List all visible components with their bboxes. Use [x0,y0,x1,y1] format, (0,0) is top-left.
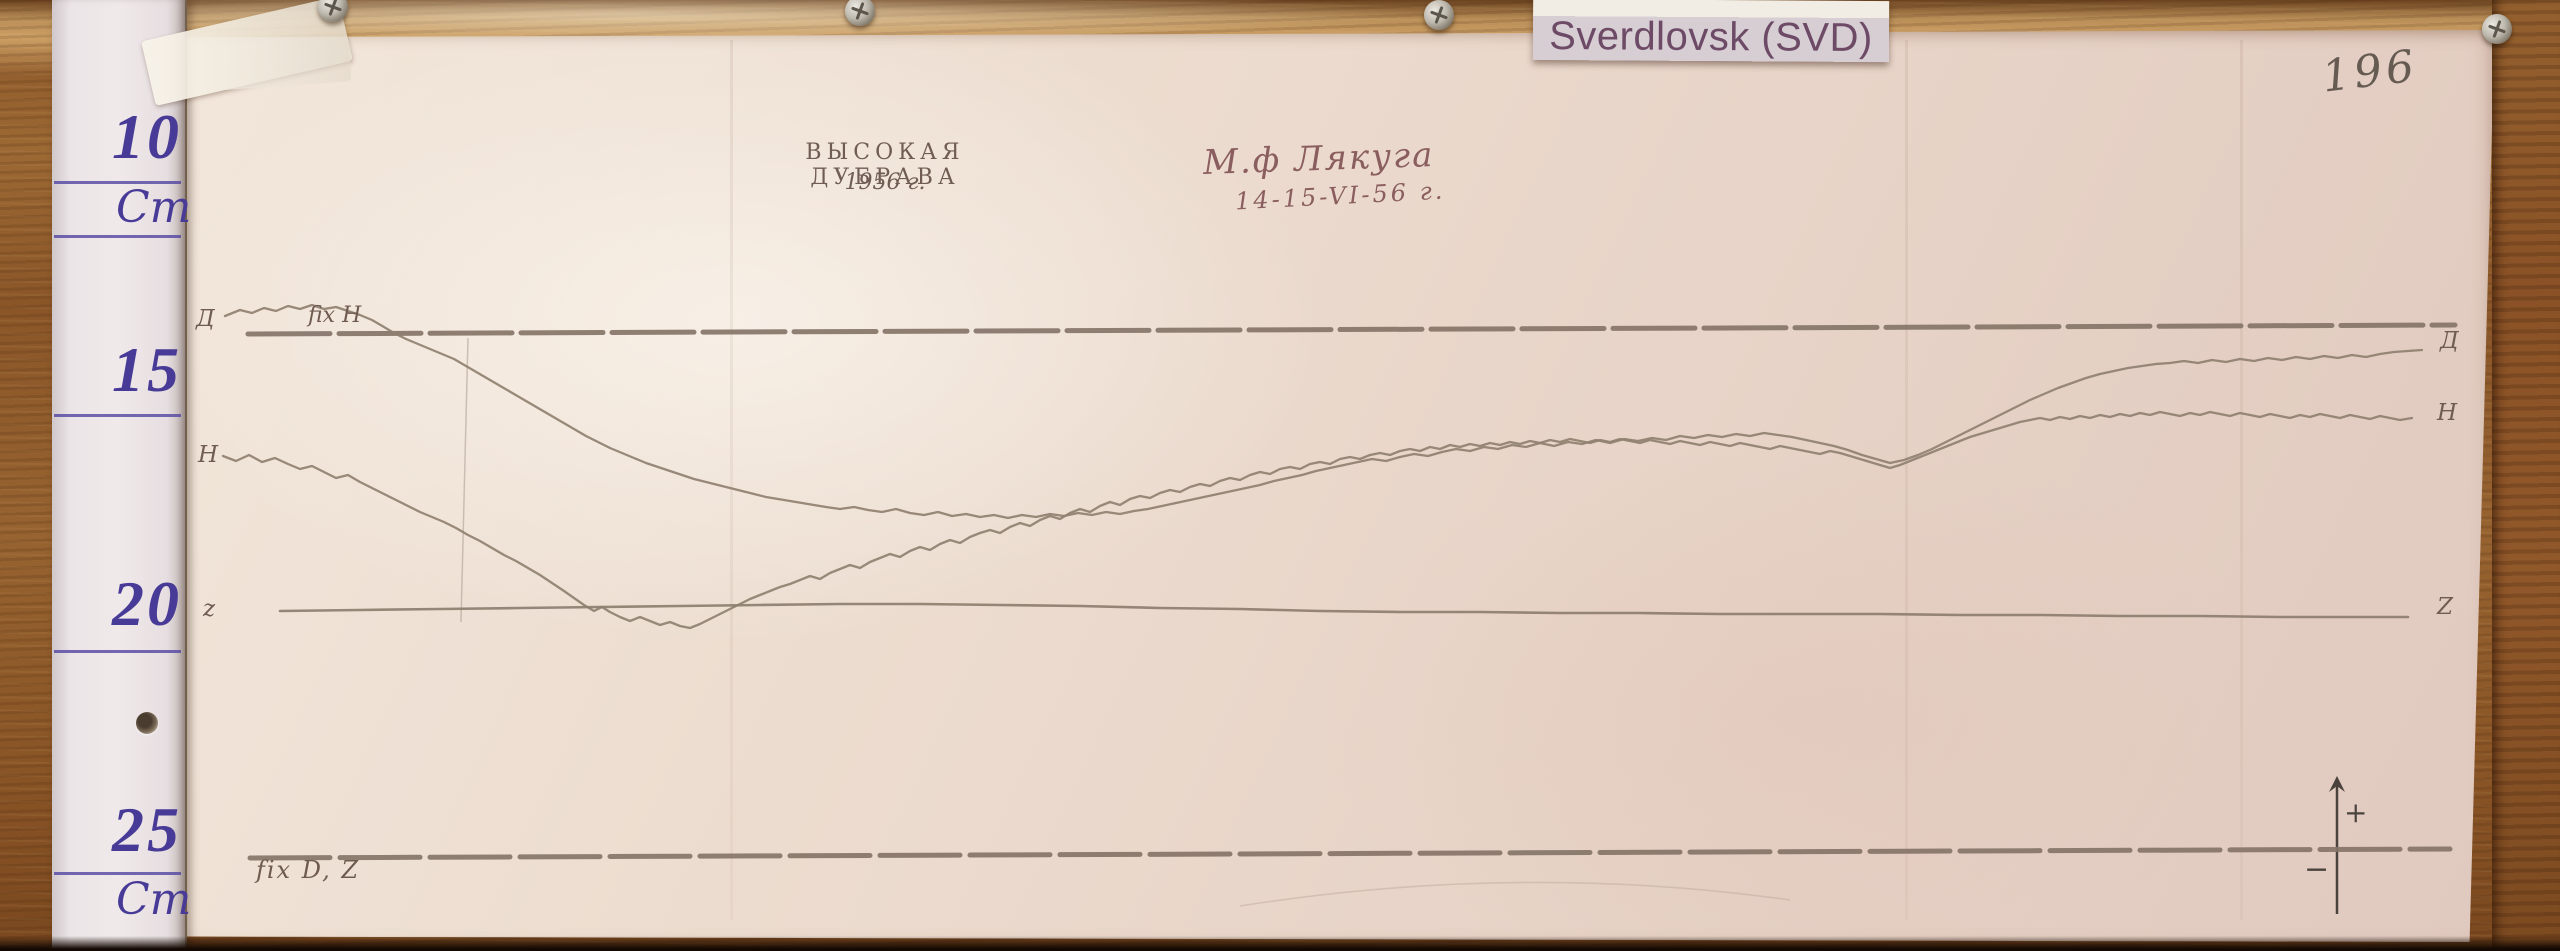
ruler-mark-cm: Cm [116,182,192,233]
trace-label-h-left: H [198,442,219,468]
observatory-title: Высокая Дубрава [805,140,965,190]
ruler-strip: 10 Cm 15 20 25 Cm [52,0,191,951]
fix-dz-annotation: fix D, Z [256,856,361,884]
ruler-divider-line [54,181,181,184]
screw-icon [845,0,875,26]
paper-crease [1905,40,1908,920]
paper-crease [730,40,733,920]
wooden-board-right-edge [2492,0,2560,951]
trace-label-h-right: H [2437,400,2458,426]
board-bottom-shadow [0,936,2560,951]
paper-crease [2240,40,2243,920]
scale-plus-sign: + [2344,796,2368,829]
observer-signature: М.ф Лякуга [1202,134,1436,184]
trace-label-d-right: Д [2440,328,2459,354]
ruler-mark-15: 15 [112,334,182,405]
ruler-divider-line [54,235,181,238]
year-line: 1956 г. [844,170,926,195]
ruler-mark-25: 25 [112,794,182,865]
ruler-divider-line [54,414,181,417]
screw-icon [2482,14,2512,44]
station-label-card: Sverdlovsk (SVD) [1532,0,1890,63]
scale-minus-sign: − [2304,852,2330,887]
ruler-mark-cm: Cm [116,874,192,925]
station-name: Sverdlovsk (SVD) [1549,14,1873,60]
ruler-divider-line [54,872,181,875]
trace-label-d-left: Д [196,306,215,332]
trace-label-z-right: Z [2437,594,2453,620]
fix-h-annotation: fix H [308,303,362,328]
screw-icon [318,0,348,22]
trace-label-z-left: z [203,596,216,622]
ruler-hole [136,712,158,734]
ruler-divider-line [54,650,181,653]
ruler-mark-20: 20 [112,568,182,639]
ruler-mark-10: 10 [112,101,182,172]
screw-icon [1424,0,1454,30]
